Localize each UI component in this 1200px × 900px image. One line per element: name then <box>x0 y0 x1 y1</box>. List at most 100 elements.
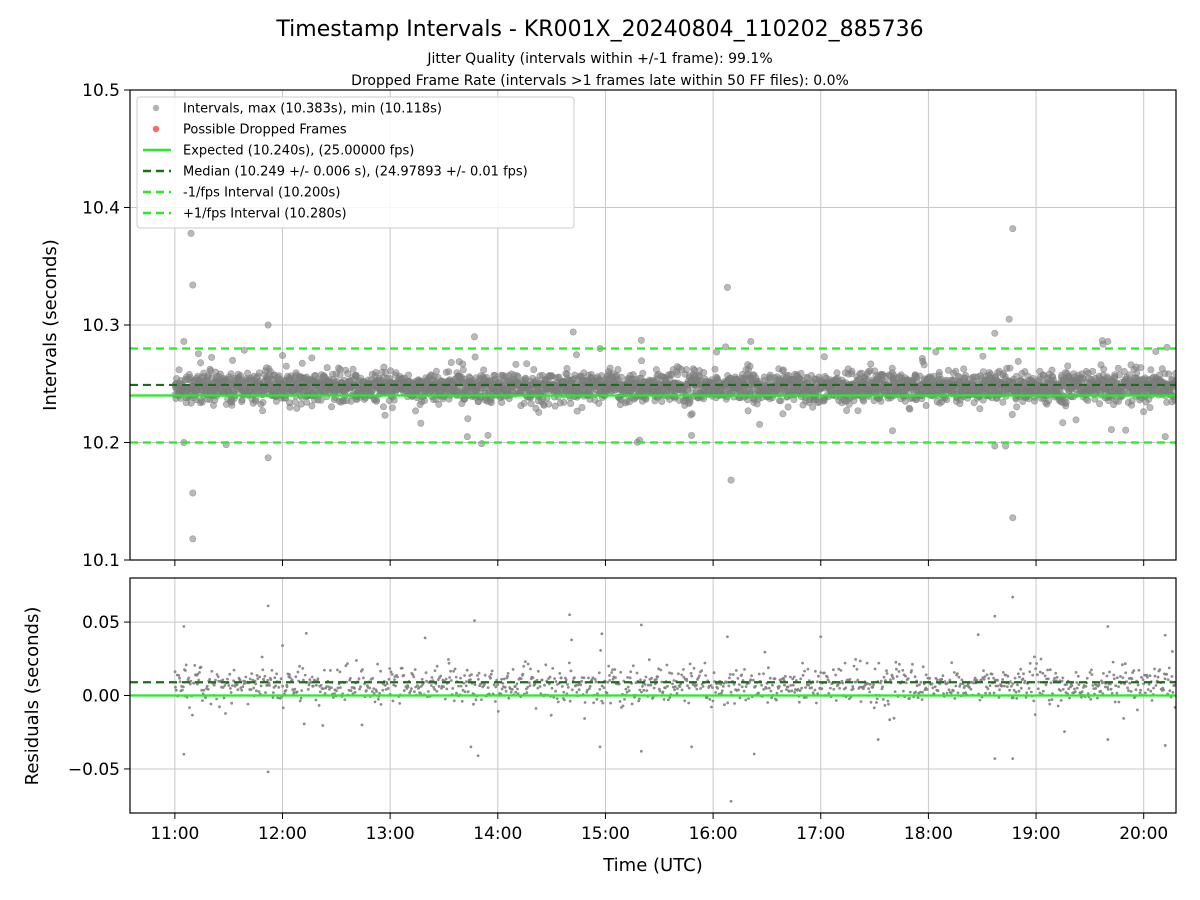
data-point <box>1140 408 1148 416</box>
data-point <box>396 675 399 679</box>
data-point <box>1127 689 1130 693</box>
data-point <box>279 677 283 681</box>
data-point <box>471 353 479 361</box>
data-point <box>580 679 584 683</box>
data-point <box>577 688 581 692</box>
data-point <box>483 673 487 677</box>
data-point <box>496 710 500 713</box>
data-point <box>527 400 535 408</box>
data-point <box>391 699 395 703</box>
data-point <box>344 370 352 378</box>
data-point <box>514 690 518 694</box>
data-point <box>872 683 875 687</box>
data-point <box>349 689 353 693</box>
data-point <box>515 682 519 686</box>
data-point <box>678 685 682 688</box>
data-point <box>310 675 314 679</box>
y-tick-label: 0.05 <box>82 613 120 633</box>
data-point <box>1049 681 1053 685</box>
data-point <box>673 685 677 688</box>
data-point <box>1163 677 1167 681</box>
data-point <box>647 658 651 662</box>
data-point <box>810 686 813 690</box>
data-point <box>885 672 889 675</box>
data-point <box>191 713 194 717</box>
data-point <box>674 371 682 379</box>
data-point <box>1016 672 1020 676</box>
x-tick-label: 15:00 <box>581 824 630 844</box>
data-point <box>619 670 623 674</box>
data-point <box>839 669 843 672</box>
data-point <box>784 674 787 678</box>
data-point <box>879 679 883 683</box>
data-point <box>1059 689 1062 692</box>
data-point <box>306 688 310 691</box>
data-point <box>996 678 999 682</box>
data-point <box>979 678 983 682</box>
data-point <box>1006 674 1010 678</box>
legend-label: Intervals, max (10.383s), min (10.118s) <box>183 102 442 117</box>
data-point <box>489 672 493 676</box>
outlier-point <box>182 752 186 756</box>
data-point <box>658 397 666 405</box>
data-point <box>349 365 357 373</box>
data-point <box>867 360 875 368</box>
data-point <box>689 671 693 675</box>
data-point <box>1046 677 1050 681</box>
data-point <box>472 702 475 706</box>
outlier-point <box>690 745 693 749</box>
data-point <box>507 696 511 700</box>
data-point <box>737 683 741 686</box>
data-point <box>500 677 503 681</box>
data-point <box>229 687 232 690</box>
data-point <box>564 678 568 682</box>
data-point <box>686 398 694 406</box>
outlier-point <box>1163 633 1167 637</box>
data-point <box>477 671 481 675</box>
outlier-point <box>469 745 473 749</box>
data-point <box>1072 416 1080 424</box>
data-point <box>174 688 178 692</box>
outlier-point <box>189 281 197 289</box>
legend-label: Possible Dropped Frames <box>183 123 347 138</box>
residuals-y-ticks: −0.050.000.05 <box>68 613 130 780</box>
data-point <box>1134 688 1138 692</box>
data-point <box>444 677 448 681</box>
data-point <box>568 699 572 703</box>
data-point <box>720 689 724 693</box>
data-point <box>865 661 869 665</box>
data-point <box>365 689 368 692</box>
data-point <box>199 665 203 669</box>
data-point <box>427 690 430 693</box>
data-point <box>614 365 622 373</box>
data-point <box>804 686 807 689</box>
data-point <box>285 685 289 689</box>
data-point <box>270 668 274 672</box>
data-point <box>662 698 666 701</box>
data-point <box>388 667 392 670</box>
data-point <box>640 690 643 694</box>
data-point <box>1062 398 1070 406</box>
data-point <box>511 668 515 671</box>
data-point <box>601 701 605 705</box>
data-point <box>1115 676 1119 680</box>
data-point <box>336 668 339 672</box>
data-point <box>559 676 563 680</box>
data-point <box>494 700 497 703</box>
data-point <box>888 718 892 722</box>
data-point <box>1064 362 1072 370</box>
data-point <box>293 687 297 691</box>
data-point <box>793 691 797 694</box>
data-point <box>1022 672 1025 676</box>
data-point <box>597 671 601 675</box>
data-point <box>784 403 792 411</box>
data-point <box>946 681 950 684</box>
outlier-point <box>1171 650 1174 653</box>
data-point <box>1031 397 1039 405</box>
data-point <box>1033 713 1037 716</box>
data-point <box>523 660 527 663</box>
outlier-point <box>820 353 828 361</box>
data-point <box>1144 691 1147 695</box>
data-point <box>404 371 412 379</box>
data-point <box>786 685 790 689</box>
